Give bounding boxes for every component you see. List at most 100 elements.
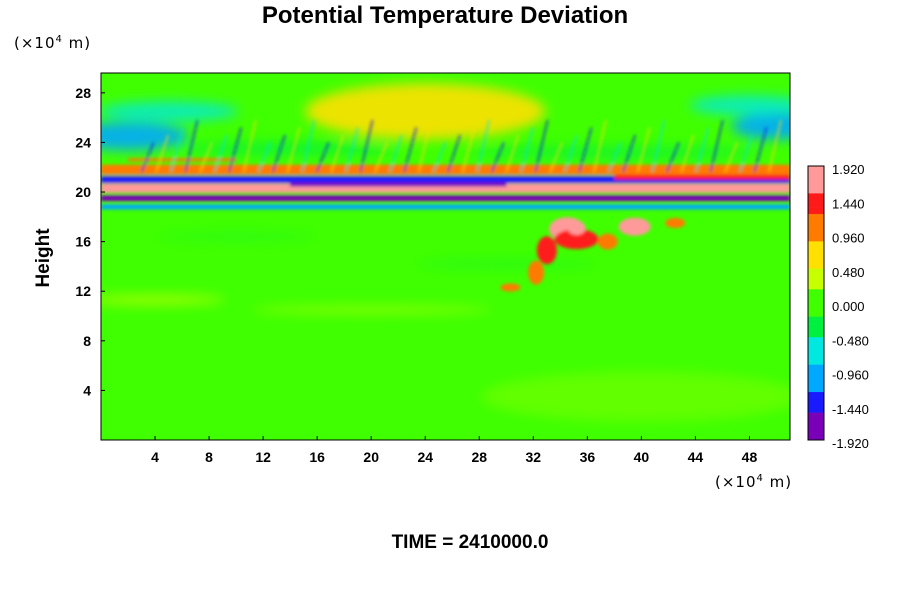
band-segment-warm-right bbox=[614, 174, 790, 180]
cool-region-left bbox=[101, 101, 239, 122]
cold-pool-right bbox=[731, 113, 790, 140]
colorbar-swatch-8 bbox=[808, 220, 824, 228]
wave-filament-31 bbox=[592, 119, 607, 173]
wave-filament-30 bbox=[578, 127, 593, 173]
wave-filament-25 bbox=[505, 134, 520, 173]
colorbar-label-4: 0.000 bbox=[832, 299, 865, 314]
y-tick-label-4: 20 bbox=[75, 184, 91, 200]
convective-cell-4 bbox=[528, 260, 545, 285]
wave-filament-13 bbox=[330, 134, 345, 173]
wave-filament-20 bbox=[432, 142, 447, 173]
colorbar-swatch-32 bbox=[808, 385, 824, 393]
colorbar-label-0: 1.920 bbox=[832, 162, 865, 177]
colorbar-swatch-13 bbox=[808, 255, 824, 263]
colorbar-swatch-9 bbox=[808, 227, 824, 235]
colorbar-swatch-38 bbox=[808, 426, 824, 434]
colorbar-swatch-37 bbox=[808, 419, 824, 427]
colorbar-swatch-7 bbox=[808, 213, 824, 222]
colorbar-swatch-19 bbox=[808, 296, 824, 304]
wave-filament-33 bbox=[622, 134, 637, 173]
wave-filament-32 bbox=[607, 142, 622, 173]
colorbar-swatch-22 bbox=[808, 316, 824, 324]
colorbar-swatch-20 bbox=[808, 303, 824, 311]
colorbar-label-1: 1.440 bbox=[832, 196, 865, 211]
convective-cell-5 bbox=[597, 233, 618, 250]
cool-streak-d bbox=[156, 232, 317, 241]
colorbar-label-7: -1.440 bbox=[832, 402, 869, 417]
wave-filament-24 bbox=[490, 142, 505, 173]
x-tick-label-3: 16 bbox=[309, 449, 325, 465]
y-tick-label-1: 8 bbox=[83, 333, 91, 349]
colorbar-swatch-33 bbox=[808, 392, 824, 400]
convective-cell-2 bbox=[618, 217, 651, 236]
colorbar-swatch-31 bbox=[808, 378, 824, 386]
wave-filament-36 bbox=[665, 142, 680, 173]
x-tick-label-7: 32 bbox=[526, 449, 542, 465]
wave-filament-28 bbox=[549, 142, 564, 173]
colorbar-label-8: -1.920 bbox=[832, 436, 869, 451]
warm-streak-a bbox=[101, 294, 226, 305]
colorbar-swatch-12 bbox=[808, 248, 824, 256]
wave-filament-42 bbox=[753, 127, 768, 173]
colorbar-swatch-11 bbox=[808, 241, 824, 249]
colorbar-label-5: -0.480 bbox=[832, 333, 869, 348]
colorbar-swatch-14 bbox=[808, 261, 824, 270]
cool-streak-c bbox=[416, 259, 597, 268]
colorbar-swatch-23 bbox=[808, 323, 824, 331]
wave-filament-26 bbox=[519, 127, 535, 173]
x-tick-label-4: 20 bbox=[363, 449, 379, 465]
wave-filament-38 bbox=[695, 127, 710, 173]
wave-filament-4 bbox=[198, 142, 213, 173]
wave-filament-3 bbox=[184, 119, 199, 173]
wave-filament-29 bbox=[563, 134, 578, 173]
colorbar-swatch-18 bbox=[808, 289, 824, 297]
wave-filament-2 bbox=[169, 127, 184, 173]
field-sharp-layer bbox=[101, 119, 790, 292]
convective-cell-7 bbox=[665, 218, 686, 229]
colorbar-swatch-3 bbox=[808, 186, 824, 194]
band-cold bbox=[101, 195, 790, 202]
lower-warm bbox=[481, 371, 790, 422]
colorbar-swatch-24 bbox=[808, 330, 824, 338]
x-tick-label-5: 24 bbox=[417, 449, 433, 465]
x-tick-label-2: 12 bbox=[255, 449, 271, 465]
colorbar-swatch-10 bbox=[808, 234, 824, 242]
x-tick-label-8: 36 bbox=[580, 449, 596, 465]
wave-filament-22 bbox=[461, 127, 476, 173]
warm-region bbox=[305, 83, 546, 140]
colorbar-swatch-21 bbox=[808, 309, 824, 317]
wave-filament-12 bbox=[315, 142, 330, 173]
colorbar-label-6: -0.960 bbox=[832, 368, 869, 383]
x-tick-label-6: 28 bbox=[471, 449, 487, 465]
colorbar-label-2: 0.960 bbox=[832, 231, 865, 246]
x-tick-label-1: 8 bbox=[205, 449, 213, 465]
band-warm bbox=[101, 183, 790, 193]
wave-filament-18 bbox=[403, 127, 418, 173]
colorbar-label-3: 0.480 bbox=[832, 265, 865, 280]
wave-filament-19 bbox=[417, 119, 432, 173]
y-unit-tail: m) bbox=[62, 34, 92, 52]
wave-filament-15 bbox=[359, 119, 374, 173]
colorbar-swatch-0 bbox=[808, 166, 824, 174]
colorbar-swatch-27 bbox=[808, 350, 824, 359]
y-axis-unit: (×104 m) bbox=[14, 34, 91, 52]
wave-filament-27 bbox=[534, 119, 549, 173]
x-tick-label-11: 48 bbox=[742, 449, 758, 465]
y-unit-base: (×10 bbox=[14, 34, 56, 52]
band-segment-warm-left bbox=[128, 158, 237, 162]
warm-streak-b bbox=[251, 305, 492, 314]
wave-filament-16 bbox=[374, 142, 389, 173]
colorbar-swatch-5 bbox=[808, 200, 824, 208]
band-upper-warm bbox=[101, 164, 790, 175]
wave-filament-37 bbox=[680, 134, 695, 173]
wave-filament-6 bbox=[228, 127, 243, 173]
x-tick-label-10: 44 bbox=[688, 449, 704, 465]
band-lower-cold bbox=[101, 204, 790, 210]
colorbar-swatch-17 bbox=[808, 282, 824, 290]
wave-filament-7 bbox=[242, 119, 257, 173]
wave-filament-21 bbox=[446, 134, 462, 173]
wave-filament-0 bbox=[140, 142, 155, 173]
chart-title: Potential Temperature Deviation bbox=[261, 2, 629, 29]
wave-filament-10 bbox=[286, 127, 301, 173]
